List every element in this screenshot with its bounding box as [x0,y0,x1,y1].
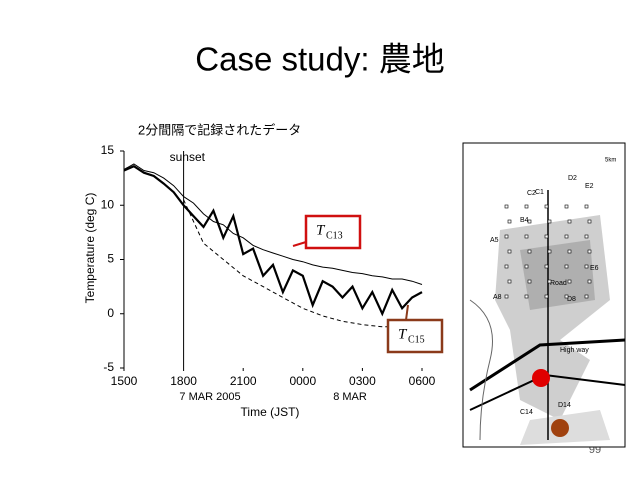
map-area [520,240,595,310]
x-tick-label: 1500 [111,374,138,388]
x-tick-label: 1800 [170,374,197,388]
y-tick-label: 10 [101,197,115,211]
date-label: 8 MAR [333,391,367,403]
map-station [527,249,532,254]
map-station [524,234,529,239]
map-station [587,249,592,254]
map-station [584,204,589,209]
map-label: A5 [490,237,499,244]
map-station [527,279,532,284]
map-label: D8 [567,296,576,303]
map-station [507,249,512,254]
map-station [584,264,589,269]
map-label: E6 [590,265,599,272]
series-line [123,163,423,285]
map-station [524,204,529,209]
map-station [544,264,549,269]
map-river [469,299,493,441]
x-tick-label: 2100 [230,374,257,388]
map-station [544,294,549,299]
annotation-text: T [398,326,408,342]
site-marker [551,419,569,437]
map-station [544,204,549,209]
x-tick-label: 0300 [349,374,376,388]
annotation-box [304,214,362,250]
map-station [587,219,592,224]
annotation-pointer [405,304,409,321]
series-line [183,199,403,328]
map-station [547,249,552,254]
sunset-label: sunset [170,150,206,164]
map-station [587,279,592,284]
map-label: D14 [558,402,571,409]
map-station [504,294,509,299]
map-label: E2 [585,183,594,190]
map-station [584,234,589,239]
map-label: C1 [535,189,544,196]
site-marker [532,369,550,387]
x-tick-label: 0000 [289,374,316,388]
y-tick-label: 15 [101,143,115,157]
y-tick-label: -5 [103,360,114,374]
map-highway [469,338,626,392]
map-station [564,264,569,269]
map-station [504,204,509,209]
map-label: Road [550,280,567,287]
map-station [567,279,572,284]
annotation-pointer [292,241,307,247]
map-label: A8 [493,294,502,301]
x-axis-label: Time (JST) [241,405,300,419]
map-station [524,264,529,269]
annotation-box [386,318,444,354]
map-station [547,219,552,224]
map-station [567,249,572,254]
map-station [504,234,509,239]
y-tick-label: 0 [107,306,114,320]
map-label: B4 [520,217,529,224]
map-station [584,294,589,299]
map-scale: 5km [605,158,616,164]
map-label: High way [560,347,589,354]
map-station [564,204,569,209]
map-station [564,234,569,239]
map-label: C14 [520,409,533,416]
map-station [567,219,572,224]
series-line [123,164,423,317]
annotation-sub: C15 [408,334,425,345]
date-label: 7 MAR 2005 [179,391,240,403]
map-station [527,219,532,224]
map-label: C2 [527,190,536,197]
map-station [507,219,512,224]
map-station [547,279,552,284]
map-station [504,264,509,269]
map-station [544,234,549,239]
slide-title: Case study: 農地 [195,41,444,78]
map: C1 D2 E2 C2 B4 A5 E6 Road A8 D8 High way C14 D14 5km [462,142,626,448]
chart-title: 2分間隔で記録されたデータ [138,122,301,137]
annotation-sub: C13 [326,230,343,241]
map-label: D2 [568,175,577,182]
x-tick-label: 0600 [409,374,436,388]
map-station [524,294,529,299]
map-station [564,294,569,299]
y-tick-label: 5 [107,252,114,266]
y-axis-label: Temperature (deg C) [83,193,97,304]
annotation-text: T [316,222,326,238]
map-station [507,279,512,284]
